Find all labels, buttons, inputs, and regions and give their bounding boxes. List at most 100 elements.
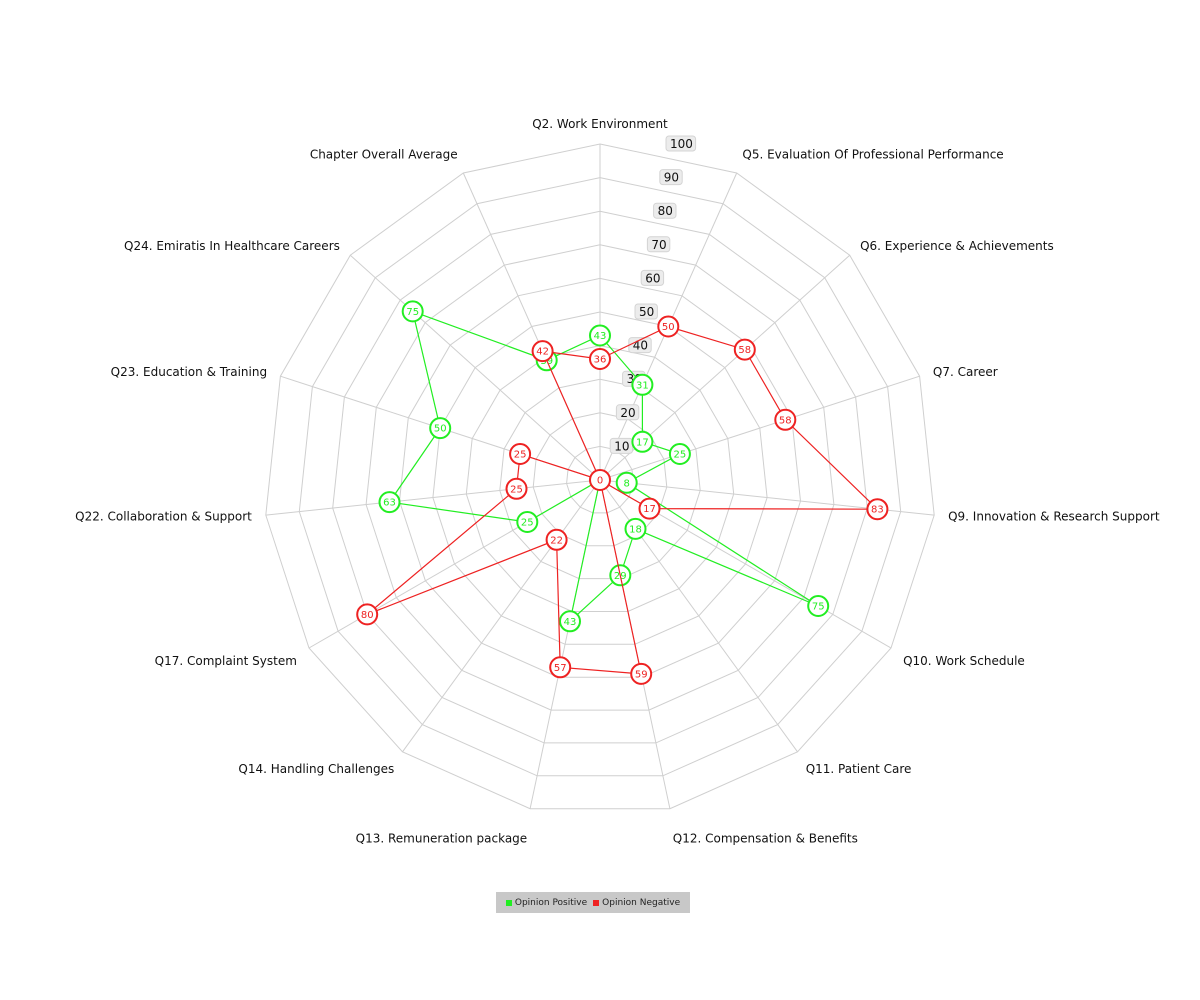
axis-label: Q24. Emiratis In Healthcare Careers (124, 239, 340, 253)
tick-bg-20 (615, 404, 640, 421)
data-label: 25 (521, 518, 534, 529)
data-point (401, 300, 424, 323)
tick-label-80: 80 (658, 204, 673, 218)
data-point (589, 324, 611, 347)
data-label: 50 (434, 424, 447, 435)
axis-label: Q6. Experience & Achievements (860, 239, 1054, 253)
data-point (429, 417, 452, 440)
axis-label: Q9. Innovation & Research Support (948, 510, 1160, 524)
tick-bg-70 (646, 236, 671, 253)
axis-label: Q22. Collaboration & Support (75, 510, 252, 524)
grid-ring-90 (298, 177, 902, 777)
data-point (774, 408, 797, 431)
data-label: 0 (597, 476, 603, 487)
legend-swatch-positive (505, 899, 512, 906)
axis-label: Q11. Patient Care (806, 762, 912, 776)
tick-bg-60 (640, 269, 665, 286)
data-point (866, 498, 889, 521)
grid-ring-80 (332, 210, 868, 744)
data-label: 43 (564, 617, 577, 628)
tick-bg-100 (665, 135, 697, 152)
data-point (615, 471, 638, 494)
data-label: 83 (871, 505, 884, 516)
series-0: 433117258751829432563507539 (378, 300, 830, 633)
data-point (657, 315, 680, 338)
spoke-9 (402, 479, 601, 753)
tick-label-20: 20 (620, 406, 635, 420)
data-point (630, 662, 653, 685)
data-label: 8 (624, 478, 630, 489)
tick-label-10: 10 (614, 439, 629, 453)
data-point (624, 517, 647, 540)
axis-label: Q23. Education & Training (111, 365, 267, 379)
data-label: 31 (636, 380, 649, 391)
legend-item-positive: Opinion Positive (505, 897, 588, 908)
axis-label: Q7. Career (933, 365, 998, 379)
axis-label: Q5. Evaluation Of Professional Performan… (742, 147, 1003, 161)
data-point (589, 348, 611, 370)
data-point (356, 603, 379, 626)
grid-ring-30 (499, 378, 701, 580)
data-point (545, 528, 568, 551)
data-point (378, 491, 401, 514)
data-label: 50 (662, 322, 675, 333)
data-point (631, 430, 654, 453)
grid-ring-70 (365, 244, 835, 711)
data-label: 17 (643, 504, 656, 515)
tick-label-100: 100 (670, 137, 693, 151)
data-label: 22 (550, 535, 563, 546)
spoke-13 (349, 254, 601, 481)
data-point (505, 477, 528, 500)
data-point (549, 656, 572, 679)
data-label: 80 (361, 610, 374, 621)
grid-ring-40 (465, 345, 735, 612)
axis-label: Q10. Work Schedule (903, 654, 1025, 668)
series-1: 36 50 58 58 83 17 59 57 22 80 25 25 0 42 (356, 315, 889, 685)
legend-item-negative: Opinion Negative (593, 898, 680, 908)
data-label: 25 (514, 450, 527, 461)
data-label: 63 (383, 498, 396, 509)
legend-label-negative: Opinion Negative (602, 897, 681, 908)
grid-ring-50 (432, 311, 768, 645)
tick-bg-90 (659, 169, 683, 186)
data-label: 25 (674, 450, 687, 461)
data-point (509, 443, 532, 465)
series-line-1 (366, 325, 879, 675)
series-layer: 4331172587518294325635075393650585883175… (356, 300, 889, 685)
axis-label: Q17. Complaint System (155, 654, 297, 668)
data-point (668, 443, 691, 465)
data-point (589, 469, 611, 491)
data-label: 18 (629, 524, 642, 535)
grid-ring-10 (566, 445, 634, 514)
axis-label: Q12. Compensation & Benefits (673, 831, 858, 845)
axis-label: Chapter Overall Average (310, 147, 458, 161)
data-point (807, 595, 830, 617)
data-label: 43 (594, 331, 607, 342)
spoke-3 (599, 375, 920, 481)
data-point (631, 373, 654, 396)
data-point (638, 497, 661, 520)
radar-grid (265, 143, 935, 810)
data-point (733, 338, 756, 361)
data-label: 17 (636, 437, 649, 448)
grid-ring-100 (265, 143, 935, 810)
legend-label-positive: Opinion Positive (514, 897, 588, 908)
data-label: 75 (406, 307, 419, 318)
data-label: 25 (510, 484, 523, 495)
axis-label: Q14. Handling Challenges (238, 762, 394, 776)
axis-label: Q2. Work Environment (532, 117, 668, 131)
data-label: 59 (635, 669, 648, 680)
tick-bg-50 (634, 303, 658, 320)
tick-bg-80 (653, 202, 677, 219)
data-label: 36 (594, 355, 607, 366)
data-point (531, 340, 554, 363)
data-label: 75 (812, 602, 825, 613)
data-point (559, 610, 581, 633)
tick-label-90: 90 (664, 171, 679, 185)
data-label: 42 (536, 347, 549, 358)
tick-label-40: 40 (633, 339, 648, 353)
data-label: 58 (738, 345, 751, 356)
data-label: 58 (779, 415, 792, 426)
axis-labels: Q2. Work Environment Q5. Evaluation Of Pr… (75, 117, 1160, 845)
